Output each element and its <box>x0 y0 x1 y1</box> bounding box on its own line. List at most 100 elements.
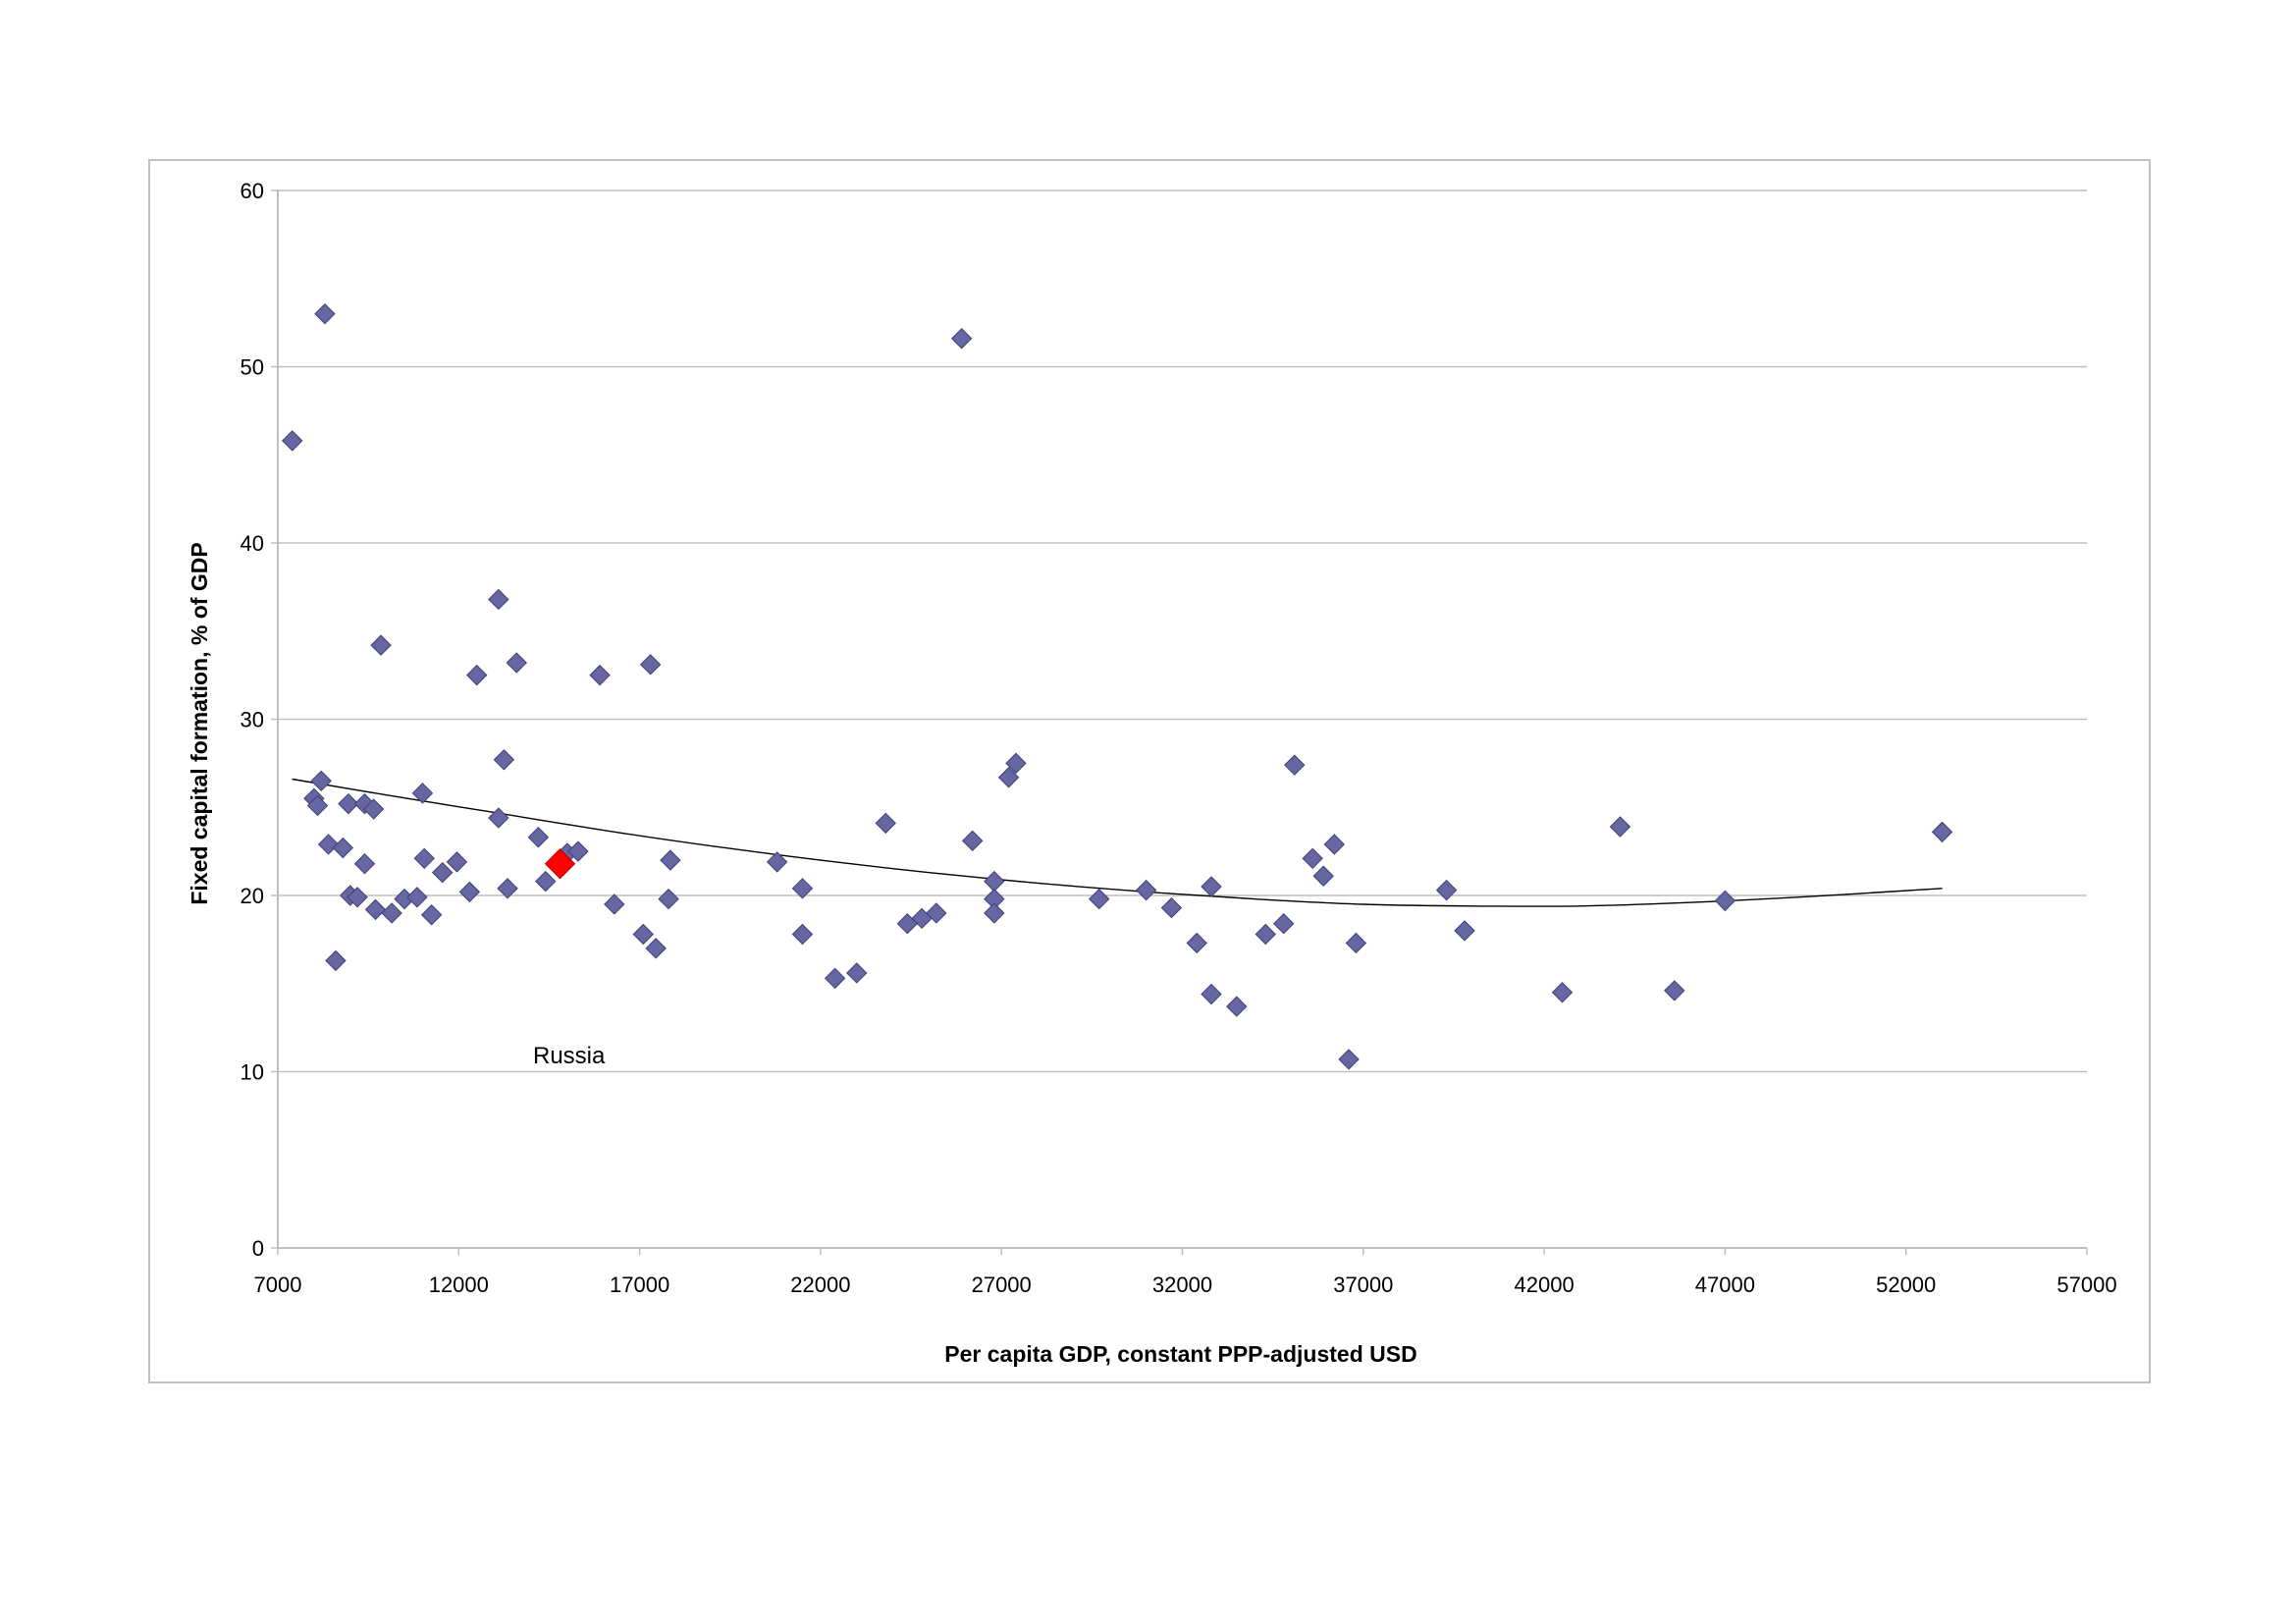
data-point <box>639 654 662 676</box>
highlight-point <box>544 847 576 880</box>
y-tick-label: 40 <box>240 531 264 556</box>
data-point <box>370 634 392 656</box>
x-tick-label: 52000 <box>1876 1272 1936 1297</box>
data-point <box>493 749 515 771</box>
data-point <box>1714 890 1736 912</box>
data-point <box>535 870 557 893</box>
data-point <box>1273 913 1295 935</box>
data-point <box>567 840 589 862</box>
data-point <box>791 923 814 946</box>
data-point <box>1201 983 1222 1005</box>
data-point <box>347 887 368 908</box>
data-point <box>353 852 376 875</box>
data-point <box>282 430 303 452</box>
data-point <box>1338 1049 1360 1070</box>
data-point <box>314 302 336 325</box>
y-tick-label: 10 <box>240 1060 264 1085</box>
data-point <box>1226 996 1248 1017</box>
data-point <box>632 923 654 946</box>
trendline <box>292 778 1943 907</box>
x-tick-label: 7000 <box>254 1272 302 1297</box>
data-point <box>310 770 332 792</box>
data-point <box>317 834 340 855</box>
data-point <box>446 851 468 873</box>
y-axis-title: Fixed capital formation, % of GDP <box>187 542 212 904</box>
data-point <box>1931 821 1953 843</box>
data-point <box>364 898 387 921</box>
highlight-point-group <box>544 847 576 880</box>
data-point <box>926 902 947 924</box>
data-point <box>604 893 625 915</box>
data-point <box>1345 932 1367 954</box>
x-tick-label: 12000 <box>429 1272 489 1297</box>
data-point <box>497 878 518 899</box>
y-tick-label: 60 <box>240 179 264 203</box>
y-tick-label: 20 <box>240 884 264 908</box>
data-point <box>488 807 509 829</box>
data-point <box>791 878 814 899</box>
data-points <box>282 302 1953 1070</box>
data-point <box>1201 876 1222 897</box>
data-point <box>1302 847 1323 870</box>
data-point <box>1435 879 1458 901</box>
data-point <box>413 847 435 870</box>
data-point <box>362 798 385 820</box>
y-tick-label: 50 <box>240 355 264 380</box>
data-point <box>325 949 347 972</box>
data-point <box>1323 834 1346 855</box>
x-axis-ticks: 7000 12000 17000 22000 27000 32000 37000 42000 4… <box>254 1248 2117 1297</box>
data-point <box>432 861 454 884</box>
data-point <box>962 830 984 852</box>
data-point <box>488 588 509 611</box>
x-tick-label: 27000 <box>972 1272 1032 1297</box>
data-point <box>846 962 868 984</box>
data-point <box>1160 896 1183 919</box>
data-point <box>338 792 359 815</box>
x-tick-label: 42000 <box>1515 1272 1575 1297</box>
data-point <box>406 887 428 908</box>
y-axis-ticks: 0 10 20 30 40 50 60 <box>240 179 278 1261</box>
data-point <box>1454 920 1475 942</box>
x-tick-label: 32000 <box>1152 1272 1212 1297</box>
data-point <box>660 849 681 871</box>
data-point <box>1609 816 1631 838</box>
data-point <box>381 902 402 924</box>
x-tick-label: 47000 <box>1695 1272 1755 1297</box>
data-point <box>1312 865 1334 887</box>
data-point <box>1186 932 1207 954</box>
data-point <box>645 938 667 959</box>
data-point <box>1135 879 1157 901</box>
data-point <box>1255 923 1276 946</box>
chart-area-border <box>148 159 2151 1383</box>
data-point <box>997 767 1020 788</box>
x-tick-label: 22000 <box>790 1272 850 1297</box>
data-point <box>527 827 550 848</box>
data-point <box>466 664 488 686</box>
x-tick-label: 57000 <box>2056 1272 2116 1297</box>
data-point <box>950 328 973 350</box>
data-point <box>411 783 434 804</box>
y-tick-label: 0 <box>252 1236 264 1261</box>
data-point <box>306 794 329 817</box>
data-point <box>458 881 481 903</box>
data-point <box>658 888 679 910</box>
y-tick-label: 30 <box>240 708 264 732</box>
data-point <box>589 664 611 686</box>
x-axis-title: Per capita GDP, constant PPP-adjusted US… <box>944 1341 1416 1367</box>
data-point <box>766 851 788 873</box>
data-point <box>420 904 443 926</box>
data-point <box>1005 752 1027 775</box>
x-tick-label: 37000 <box>1333 1272 1393 1297</box>
data-point <box>332 837 354 859</box>
x-tick-label: 17000 <box>610 1272 669 1297</box>
russia-annotation: Russia <box>533 1043 606 1069</box>
data-point <box>1089 888 1110 910</box>
gridlines <box>278 189 2087 1073</box>
data-point <box>1284 754 1306 776</box>
data-point <box>506 652 527 674</box>
data-point <box>1551 982 1574 1003</box>
data-point <box>875 812 896 835</box>
data-point <box>984 902 1005 924</box>
data-point <box>1664 980 1685 1001</box>
